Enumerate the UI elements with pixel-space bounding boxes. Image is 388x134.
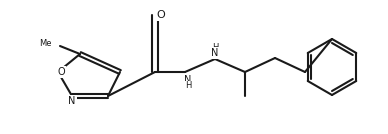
Text: N: N xyxy=(184,75,192,85)
Text: H: H xyxy=(185,81,191,90)
Text: N: N xyxy=(68,96,76,106)
Text: Me: Me xyxy=(40,38,52,47)
Text: H: H xyxy=(212,42,218,51)
Text: O: O xyxy=(57,67,65,77)
Text: N: N xyxy=(211,48,219,58)
Text: O: O xyxy=(157,10,165,20)
